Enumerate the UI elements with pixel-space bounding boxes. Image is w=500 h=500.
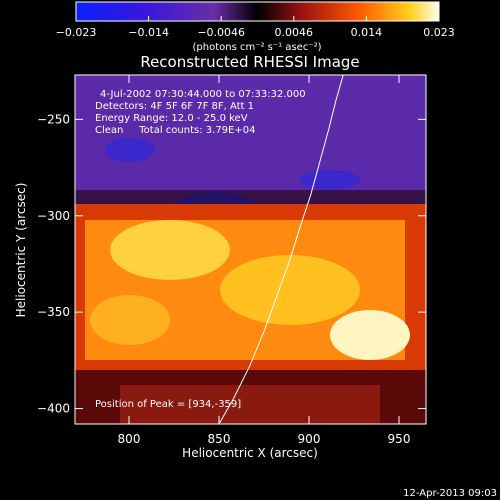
x-tick-label: 800 [118,432,141,446]
plot-frame [74,74,427,425]
colorbar-tick-label: 0.0046 [275,26,314,39]
annotation-energy: Energy Range: 12.0 - 25.0 keV [95,113,248,124]
x-tick-label: 900 [298,432,321,446]
colorbar-tick-label: −0.014 [128,26,169,39]
colorbar-tick-label: 0.014 [351,26,383,39]
colorbar-tick-label: 0.023 [423,26,455,39]
x-axis-label: Heliocentric X (arcsec) [182,446,318,460]
y-tick-label: −350 [37,305,70,319]
colorbar-ticks: −0.023 −0.014 −0.0046 0.0046 0.014 0.023 [56,16,455,39]
colorbar-unit-label: (photons cm⁻² s⁻¹ asec⁻²) [192,42,321,53]
chart-title: Reconstructed RHESSI Image [140,53,359,71]
annotation-time: 4-Jul-2002 07:30:44.000 to 07:33:32.000 [100,89,306,100]
annotation-counts: Clean Total counts: 3.79E+04 [95,125,255,136]
annotation-detectors: Detectors: 4F 5F 6F 7F 8F, Att 1 [95,101,254,112]
footer-timestamp: 12-Apr-2013 09:03 [403,488,497,499]
y-tick-label: −250 [37,112,70,126]
solar-limb-curve [218,75,344,424]
y-tick-label: −400 [37,402,70,416]
peak-position-label: Position of Peak = [934,-359] [95,399,241,410]
colorbar-tick-label: −0.0046 [197,26,245,39]
heatmap-image [75,75,426,424]
peak-emission [330,310,410,360]
colorbar [75,1,440,22]
y-tick-label: −300 [37,209,70,223]
y-axis-label: Heliocentric Y (arcsec) [14,183,28,318]
x-tick-label: 950 [388,432,411,446]
colorbar-tick-label: −0.023 [56,26,97,39]
axis-ticks: 800 850 900 950 −250 −300 −350 −400 [37,75,426,446]
x-tick-label: 850 [208,432,231,446]
